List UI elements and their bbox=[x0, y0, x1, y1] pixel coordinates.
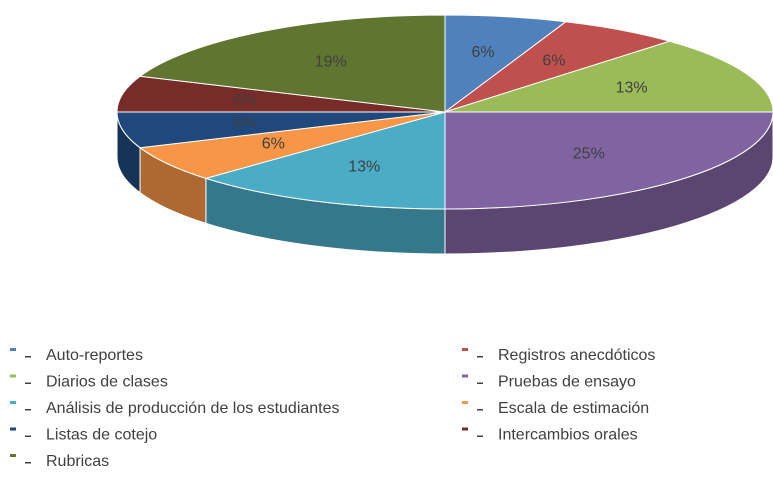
data-label: 13% bbox=[616, 79, 648, 96]
data-label: 6% bbox=[542, 52, 565, 69]
legend-dash bbox=[477, 356, 483, 358]
data-label: 13% bbox=[348, 158, 380, 175]
legend-swatch bbox=[462, 374, 468, 378]
legend-swatch bbox=[10, 374, 16, 378]
legend-dash bbox=[477, 409, 483, 411]
legend-label: Intercambios orales bbox=[498, 427, 638, 444]
pie-slice bbox=[444, 21, 672, 113]
data-label: 6% bbox=[472, 44, 495, 61]
legend-swatch bbox=[10, 454, 16, 457]
legend-label: Auto-reportes bbox=[46, 347, 143, 364]
legend-dash bbox=[25, 435, 31, 437]
legend-label: Rubricas bbox=[46, 453, 109, 470]
pie-slice bbox=[116, 75, 446, 113]
data-label: 6% bbox=[234, 114, 257, 131]
legend-swatch bbox=[10, 427, 16, 431]
legend-label: Escala de estimación bbox=[498, 400, 649, 417]
pie-slice bbox=[138, 14, 446, 113]
pie-slice bbox=[444, 14, 568, 113]
data-label: 6% bbox=[234, 92, 257, 109]
legend-swatch bbox=[10, 401, 16, 404]
legend-label: Listas de cotejo bbox=[46, 427, 157, 444]
pie-slice bbox=[138, 111, 446, 179]
legend-dash bbox=[25, 382, 31, 384]
data-label: 6% bbox=[262, 135, 285, 152]
pie-slice bbox=[444, 111, 773, 210]
legend-swatch bbox=[462, 427, 468, 431]
legend-swatch bbox=[10, 348, 16, 351]
data-label: 19% bbox=[315, 53, 347, 70]
pie-slice bbox=[444, 40, 773, 113]
legend-label: Diarios de clases bbox=[46, 374, 168, 391]
legend-label: Registros anecdóticos bbox=[498, 347, 655, 364]
legend-dash bbox=[477, 382, 483, 384]
legend-swatch bbox=[462, 401, 468, 404]
legend-label: Análisis de producción de los estudiante… bbox=[46, 400, 340, 417]
data-label: 25% bbox=[573, 146, 605, 163]
legend-dash bbox=[477, 435, 483, 437]
pie-slice bbox=[116, 111, 446, 149]
pie-slice bbox=[204, 111, 446, 210]
legend-dash bbox=[25, 409, 31, 411]
legend-swatch bbox=[462, 348, 468, 351]
legend-label: Pruebas de ensayo bbox=[498, 374, 636, 391]
legend-dash bbox=[25, 462, 31, 464]
legend-dash bbox=[25, 356, 31, 358]
